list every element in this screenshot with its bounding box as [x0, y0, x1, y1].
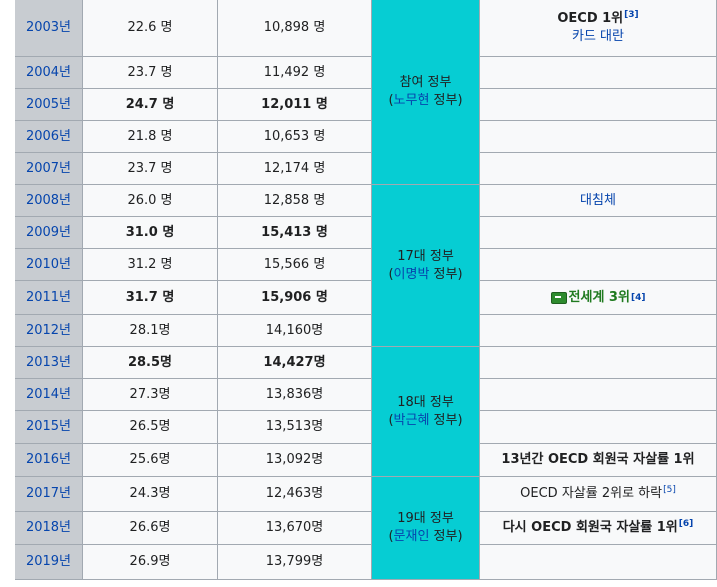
suicide-rate-cell: 26.6명: [83, 512, 218, 545]
reference-link[interactable]: [3]: [624, 9, 639, 20]
year-link[interactable]: 2012년: [15, 315, 83, 347]
suicide-rate-cell: 26.5명: [83, 411, 218, 444]
note-title: OECD 1위[3]: [557, 9, 639, 26]
government-president-line: (노무현 정부): [388, 93, 463, 108]
government-cell: 18대 정부 (박근혜 정부): [372, 347, 480, 477]
suicide-count-cell: 13,092명: [218, 444, 372, 477]
suicide-count-cell: 13,836명: [218, 379, 372, 411]
suicide-rate-cell: 27.3명: [83, 379, 218, 411]
year-link[interactable]: 2005년: [15, 89, 83, 121]
suicide-count-cell: 12,463명: [218, 477, 372, 512]
year-link[interactable]: 2003년: [15, 0, 83, 57]
note-cell: [480, 89, 717, 121]
note-cell: [480, 153, 717, 185]
suicide-count-cell: 11,492 명: [218, 57, 372, 89]
suicide-count-cell: 14,160명: [218, 315, 372, 347]
year-link[interactable]: 2006년: [15, 121, 83, 153]
government-name: 18대 정부: [397, 394, 454, 410]
government-name: 참여 정부: [399, 75, 452, 90]
suicide-rate-cell: 28.5명: [83, 347, 218, 379]
note-cell: 다시 OECD 회원국 자살률 1위[6]: [480, 512, 717, 545]
note-text: OECD 자살률 2위로 하락[5]: [520, 484, 676, 501]
suicide-rate-cell: 22.6 명: [83, 0, 218, 57]
government-name: 19대 정부: [397, 511, 454, 526]
suicide-count-cell: 13,513명: [218, 411, 372, 444]
year-link[interactable]: 2007년: [15, 153, 83, 185]
note-rank: 전세계 3위 [4]: [550, 289, 645, 307]
government-president-line: (박근혜 정부): [388, 412, 463, 428]
note-cell: [480, 347, 717, 379]
note-link[interactable]: 카드 대란: [572, 29, 624, 44]
suicide-rate-cell: 26.0 명: [83, 185, 218, 217]
government-president-line: (이명박 정부): [388, 266, 463, 282]
year-link[interactable]: 2014년: [15, 379, 83, 411]
note-cell: OECD 1위[3] 카드 대란: [480, 0, 717, 57]
year-link[interactable]: 2015년: [15, 411, 83, 444]
suicide-rate-cell: 26.9명: [83, 545, 218, 580]
suicide-count-cell: 15,906 명: [218, 281, 372, 315]
note-subtitle: 카드 대란: [572, 28, 624, 46]
suicide-count-cell: 15,413 명: [218, 217, 372, 249]
president-link[interactable]: 노무현: [393, 93, 430, 108]
note-rank-text: 전세계 3위: [568, 289, 630, 305]
suicide-count-cell: 12,011 명: [218, 89, 372, 121]
suicide-rate-cell: 23.7 명: [83, 153, 218, 185]
note-cell: [480, 249, 717, 281]
reference-link[interactable]: [6]: [678, 518, 694, 529]
suicide-rate-cell: 31.2 명: [83, 249, 218, 281]
suicide-count-cell: 12,858 명: [218, 185, 372, 217]
year-link[interactable]: 2010년: [15, 249, 83, 281]
note-cell: OECD 자살률 2위로 하락[5]: [480, 477, 717, 512]
note-cell: 전세계 3위 [4]: [480, 281, 717, 315]
suicide-rate-cell: 31.0 명: [83, 217, 218, 249]
government-president-line: (문재인 정부): [388, 529, 463, 544]
year-link[interactable]: 2017년: [15, 477, 83, 512]
president-link[interactable]: 문재인: [393, 529, 430, 544]
suicide-count-cell: 10,653 명: [218, 121, 372, 153]
suicide-count-cell: 12,174 명: [218, 153, 372, 185]
suicide-rate-cell: 24.7 명: [83, 89, 218, 121]
president-link[interactable]: 이명박: [393, 266, 430, 282]
suicide-count-cell: 15,566 명: [218, 249, 372, 281]
suicide-rate-cell: 21.8 명: [83, 121, 218, 153]
suicide-rate-cell: 24.3명: [83, 477, 218, 512]
flag-icon: [550, 291, 567, 304]
note-cell: [480, 545, 717, 580]
year-link[interactable]: 2018년: [15, 512, 83, 545]
suicide-count-cell: 13,670명: [218, 512, 372, 545]
note-cell: 대침체: [480, 185, 717, 217]
suicide-rate-cell: 25.6명: [83, 444, 218, 477]
government-cell: 17대 정부 (이명박 정부): [372, 185, 480, 347]
note-text: 다시 OECD 회원국 자살률 1위[6]: [502, 518, 694, 535]
year-link[interactable]: 2008년: [15, 185, 83, 217]
suicide-rate-cell: 23.7 명: [83, 57, 218, 89]
note-cell: [480, 379, 717, 411]
suicide-count-cell: 10,898 명: [218, 0, 372, 57]
suicide-rate-cell: 28.1명: [83, 315, 218, 347]
suicide-rate-cell: 31.7 명: [83, 281, 218, 315]
note-cell: [480, 315, 717, 347]
year-link[interactable]: 2016년: [15, 444, 83, 477]
year-link[interactable]: 2011년: [15, 281, 83, 315]
note-cell: [480, 121, 717, 153]
note-link[interactable]: 대침체: [580, 192, 616, 208]
suicide-count-cell: 14,427명: [218, 347, 372, 379]
year-link[interactable]: 2004년: [15, 57, 83, 89]
note-cell: [480, 411, 717, 444]
year-link[interactable]: 2019년: [15, 545, 83, 580]
government-name: 17대 정부: [397, 248, 454, 264]
government-cell: 참여 정부 (노무현 정부): [372, 0, 480, 185]
suicide-count-cell: 13,799명: [218, 545, 372, 580]
reference-link[interactable]: [5]: [663, 484, 676, 495]
year-link[interactable]: 2013년: [15, 347, 83, 379]
year-link[interactable]: 2009년: [15, 217, 83, 249]
note-text: 13년간 OECD 회원국 자살률 1위: [501, 452, 695, 467]
note-cell: 13년간 OECD 회원국 자살률 1위: [480, 444, 717, 477]
government-cell: 19대 정부 (문재인 정부): [372, 477, 480, 580]
note-cell: [480, 217, 717, 249]
note-cell: [480, 57, 717, 89]
president-link[interactable]: 박근혜: [393, 412, 430, 428]
